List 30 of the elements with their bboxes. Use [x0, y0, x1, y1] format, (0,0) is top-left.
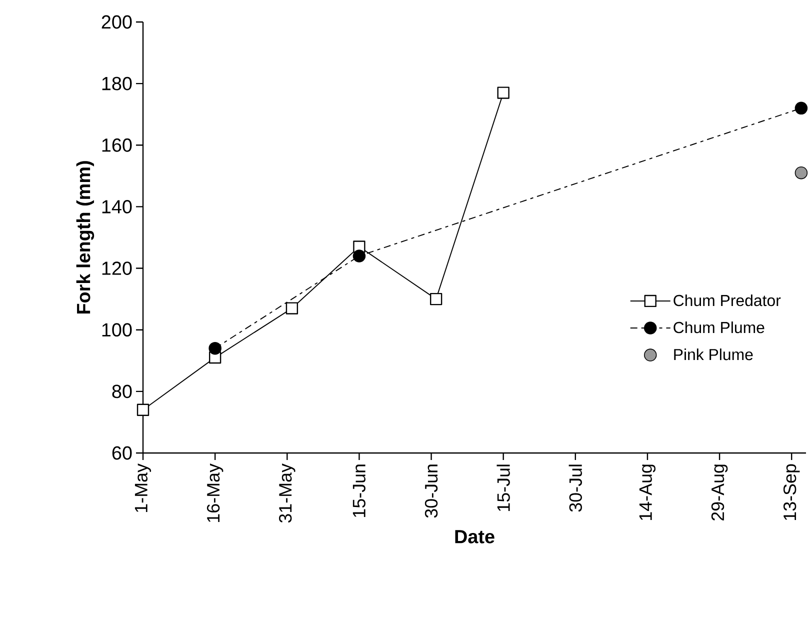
- x-tick-label: 15-Jun: [352, 464, 366, 517]
- y-tick-label: 140: [102, 200, 132, 214]
- x-tick-label: 15-Jul: [496, 464, 510, 511]
- y-tick-label: 60: [112, 446, 132, 460]
- y-tick-label: 160: [102, 138, 132, 152]
- legend-label: Chum Predator: [674, 294, 781, 306]
- point: [794, 102, 808, 115]
- x-axis-title: Date: [455, 530, 494, 544]
- x-tick-label: 29-Aug: [711, 464, 728, 520]
- x-tick-label: 30-Jun: [424, 464, 438, 518]
- y-tick-label: 120: [102, 262, 132, 275]
- x-tick-label: 31-May: [279, 464, 296, 523]
- y-tick-label: 180: [102, 76, 132, 90]
- x-tick-label: 13-Sep: [783, 464, 800, 520]
- legend-label: Pink Plume: [674, 348, 753, 360]
- point: [286, 302, 298, 314]
- y-tick-label: 100: [102, 323, 132, 337]
- point: [497, 86, 510, 99]
- x-tick-label: 1-May: [134, 464, 152, 512]
- point: [430, 292, 442, 306]
- x-tick-label: 30-Jul: [568, 464, 582, 512]
- point: [208, 342, 222, 355]
- point: [352, 250, 366, 262]
- point: [136, 404, 150, 416]
- x-tick-label: 16-May: [206, 464, 224, 522]
- x-tick-label: 14-Aug: [639, 464, 656, 520]
- legend-label: Chum Plume: [674, 321, 764, 334]
- y-tick-label: 200: [102, 15, 132, 29]
- y-tick-label: 80: [112, 384, 132, 398]
- y-axis-title: Fork length (mm): [76, 161, 94, 314]
